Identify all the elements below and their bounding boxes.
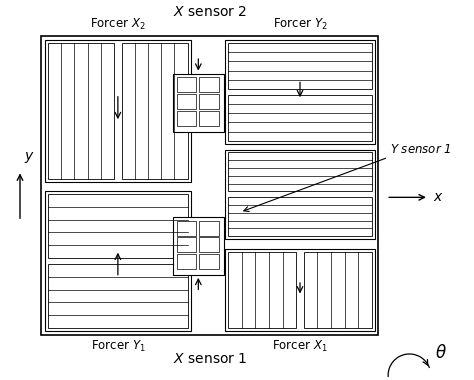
Bar [226, 40, 374, 144]
Bar [48, 264, 188, 328]
Bar [122, 43, 188, 179]
Bar [228, 197, 372, 236]
Bar [173, 217, 224, 275]
Bar [304, 252, 372, 328]
Bar [199, 254, 219, 269]
Bar [48, 194, 188, 258]
Bar [45, 40, 191, 182]
Bar [177, 111, 196, 126]
Bar [228, 95, 372, 141]
Text: Forcer $Y_2$: Forcer $Y_2$ [273, 17, 328, 32]
Text: Forcer $X_1$: Forcer $X_1$ [272, 339, 328, 353]
Bar [177, 78, 196, 92]
Text: $y$: $y$ [24, 150, 35, 165]
Text: Forcer $Y_1$: Forcer $Y_1$ [91, 339, 145, 353]
Bar [199, 78, 219, 92]
Text: $Y$ sensor 1: $Y$ sensor 1 [390, 143, 451, 156]
Bar [45, 191, 191, 331]
Bar [177, 238, 196, 252]
Bar [177, 94, 196, 109]
Bar [228, 252, 296, 328]
Bar [199, 111, 219, 126]
Text: $\theta$: $\theta$ [435, 345, 447, 363]
Bar [226, 150, 374, 239]
Bar [199, 238, 219, 252]
Bar [199, 94, 219, 109]
Text: $X$ sensor 1: $X$ sensor 1 [173, 352, 247, 366]
Bar [226, 249, 374, 331]
Text: $X$ sensor 2: $X$ sensor 2 [173, 5, 247, 19]
Text: Forcer $X_2$: Forcer $X_2$ [90, 17, 146, 32]
Bar [41, 36, 378, 335]
Bar [199, 221, 219, 236]
Bar [173, 74, 224, 132]
Bar [228, 43, 372, 89]
Bar [177, 254, 196, 269]
Bar [228, 152, 372, 192]
Bar [48, 43, 114, 179]
Bar [177, 221, 196, 236]
Text: $x$: $x$ [433, 190, 443, 204]
